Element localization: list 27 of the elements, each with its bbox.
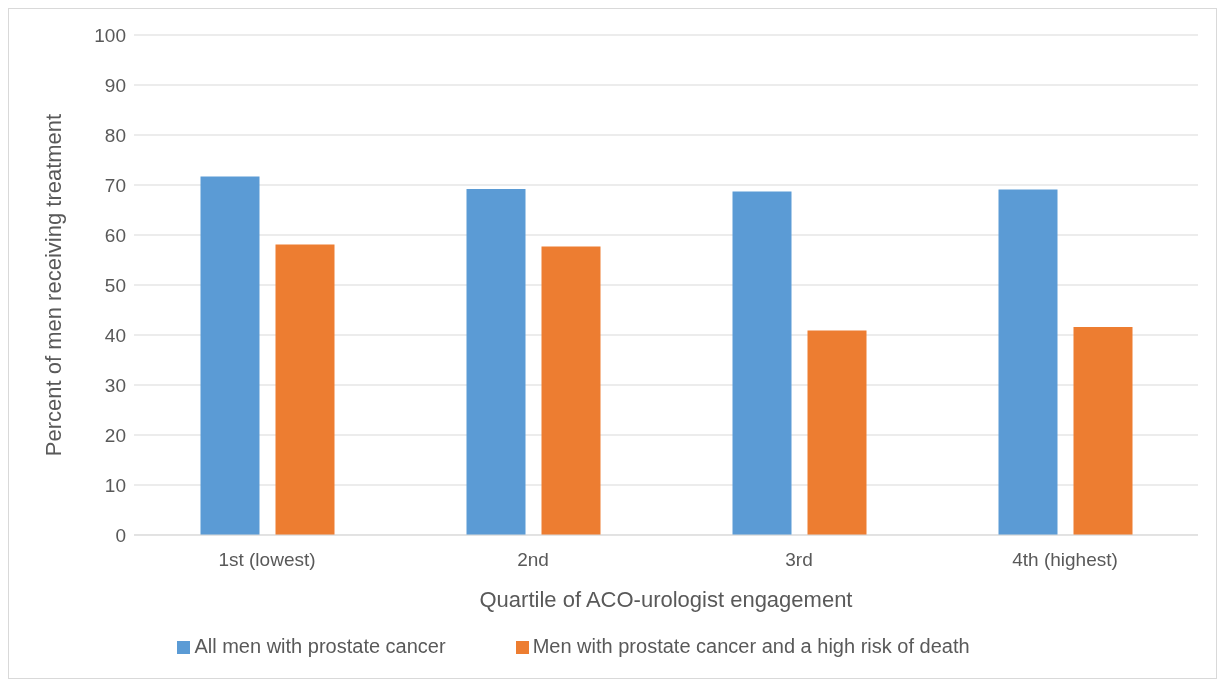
y-tick-label: 90 [104, 74, 126, 96]
y-tick-label: 100 [94, 24, 126, 46]
x-tick-label: 4th (highest) [1012, 549, 1118, 571]
bar [1073, 327, 1133, 535]
x-tick-label: 2nd [517, 549, 549, 571]
legend-label: Men with prostate cancer and a high risk of death [532, 635, 970, 657]
y-tick-label: 60 [104, 224, 126, 246]
y-axis-title: Percent of men receiving treatment [40, 113, 66, 457]
y-tick-label: 10 [104, 474, 126, 496]
bar [275, 244, 335, 535]
y-tick-label: 30 [104, 374, 126, 396]
bar [807, 330, 867, 535]
y-tick-label: 40 [104, 324, 126, 346]
bar [732, 191, 792, 535]
bar [541, 246, 601, 535]
y-tick-label: 70 [104, 174, 126, 196]
y-tick-label: 0 [115, 524, 126, 546]
y-tick-label: 80 [104, 124, 126, 146]
legend-label: All men with prostate cancer [194, 635, 446, 657]
bar [200, 176, 260, 535]
y-tick-label: 50 [104, 274, 126, 296]
y-tick-label: 20 [104, 424, 126, 446]
x-tick-label: 1st (lowest) [218, 549, 316, 571]
bar [998, 189, 1058, 535]
bar [466, 189, 526, 535]
x-tick-label: 3rd [785, 549, 813, 571]
x-axis-title: Quartile of ACO-urologist engagement [479, 587, 853, 612]
